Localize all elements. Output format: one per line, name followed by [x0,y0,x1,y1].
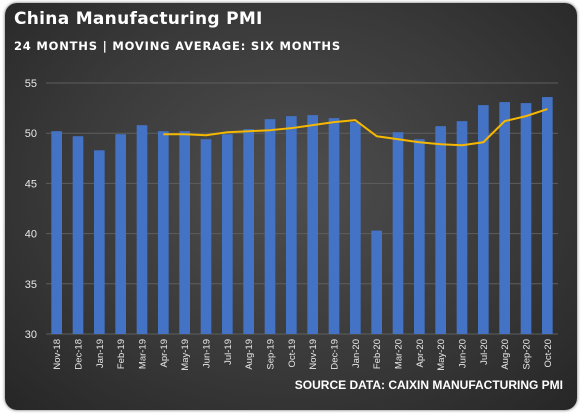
x-tick-label: Jan-19 [95,339,106,368]
x-tick-label: Dec-19 [330,339,341,370]
bar [542,97,553,334]
x-tick-label: Mar-19 [138,339,149,369]
bar [179,131,190,334]
y-tick-label: 50 [25,128,37,140]
x-tick-label: Sep-19 [266,339,277,370]
x-tick-label: Apr-19 [159,339,170,368]
x-tick-label: Jun-20 [458,339,469,368]
x-tick-label: Mar-20 [394,339,405,369]
x-tick-label: May-20 [436,339,447,371]
x-tick-label: Apr-20 [415,339,426,368]
bar [243,129,254,334]
y-tick-label: 40 [25,229,37,241]
bar [222,134,233,334]
x-tick-label: Feb-19 [116,339,127,369]
chart-subtitle: 24 MONTHS | MOVING AVERAGE: SIX MONTHS [14,39,341,53]
chart-source: SOURCE DATA: CAIXIN MANUFACTURING PMI [294,378,563,392]
y-tick-label: 35 [25,279,37,291]
bar [307,115,318,334]
bar [286,116,297,334]
chart-plot: 30 35 40 45 50 55 Nov-18 Dec-18 Jan-19 Feb-19 Mar-… [25,78,558,371]
x-tick-label: May-19 [180,339,191,371]
bar [200,139,212,334]
bar [115,134,126,334]
chart-title: China Manufacturing PMI [14,9,263,29]
bar [371,230,382,334]
x-tick-label: Oct-20 [543,339,554,368]
chart-card: China Manufacturing PMI 24 MONTHS | MOVI… [5,3,577,410]
bar [414,139,425,334]
x-tick-label: Nov-18 [52,339,63,370]
x-tick-label: Feb-20 [372,339,383,369]
x-tick-label: Dec-18 [74,339,85,370]
bar [51,131,62,334]
x-tick-label: Oct-19 [287,339,298,368]
x-tick-label: Sep-20 [522,339,533,370]
x-tick-label: Jul-20 [479,339,490,365]
x-tick-label: Jun-19 [202,339,213,368]
y-tick-label: 45 [25,178,37,190]
bar [435,126,446,334]
x-tick-label: Jan-20 [351,339,362,368]
bar [264,119,276,334]
bar [350,122,361,334]
bar [136,125,148,334]
y-tick-label: 30 [25,329,37,341]
bar [72,136,84,334]
bar [478,105,489,334]
moving-average-line [163,108,548,147]
bar [158,131,169,334]
x-tick-label: Nov-19 [308,339,319,370]
bar [456,121,468,335]
bar [499,102,510,334]
bar [392,132,404,334]
bar [94,150,105,334]
y-tick-label: 55 [25,78,37,90]
bar [520,103,532,334]
x-tick-label: Aug-19 [244,339,255,370]
bar [328,118,340,334]
x-tick-label: Aug-20 [500,339,511,370]
x-tick-label: Jul-19 [223,339,234,365]
